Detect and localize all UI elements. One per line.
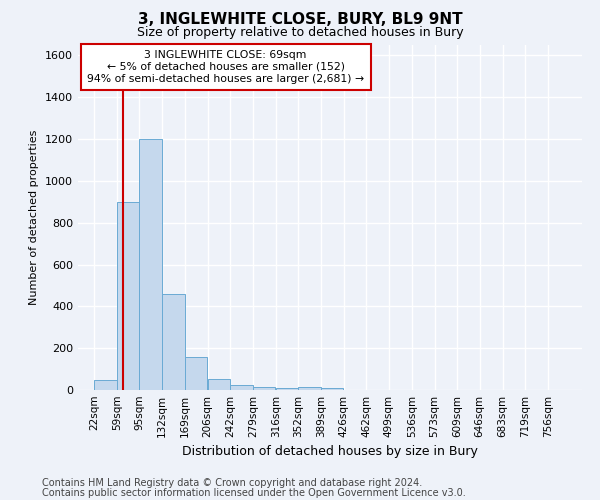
Bar <box>117 202 139 390</box>
Y-axis label: Number of detached properties: Number of detached properties <box>29 130 40 305</box>
Bar <box>139 139 161 390</box>
X-axis label: Distribution of detached houses by size in Bury: Distribution of detached houses by size … <box>182 446 478 458</box>
Bar <box>185 356 208 390</box>
Bar <box>208 378 230 390</box>
Text: 3, INGLEWHITE CLOSE, BURY, BL9 9NT: 3, INGLEWHITE CLOSE, BURY, BL9 9NT <box>137 12 463 28</box>
Text: Contains HM Land Registry data © Crown copyright and database right 2024.: Contains HM Land Registry data © Crown c… <box>42 478 422 488</box>
Bar <box>230 385 253 390</box>
Bar <box>276 388 298 390</box>
Text: Size of property relative to detached houses in Bury: Size of property relative to detached ho… <box>137 26 463 39</box>
Text: Contains public sector information licensed under the Open Government Licence v3: Contains public sector information licen… <box>42 488 466 498</box>
Text: 3 INGLEWHITE CLOSE: 69sqm
← 5% of detached houses are smaller (152)
94% of semi-: 3 INGLEWHITE CLOSE: 69sqm ← 5% of detach… <box>87 50 364 84</box>
Bar <box>253 387 275 390</box>
Bar <box>321 388 343 390</box>
Bar <box>94 380 116 390</box>
Bar <box>298 387 320 390</box>
Bar <box>163 294 185 390</box>
